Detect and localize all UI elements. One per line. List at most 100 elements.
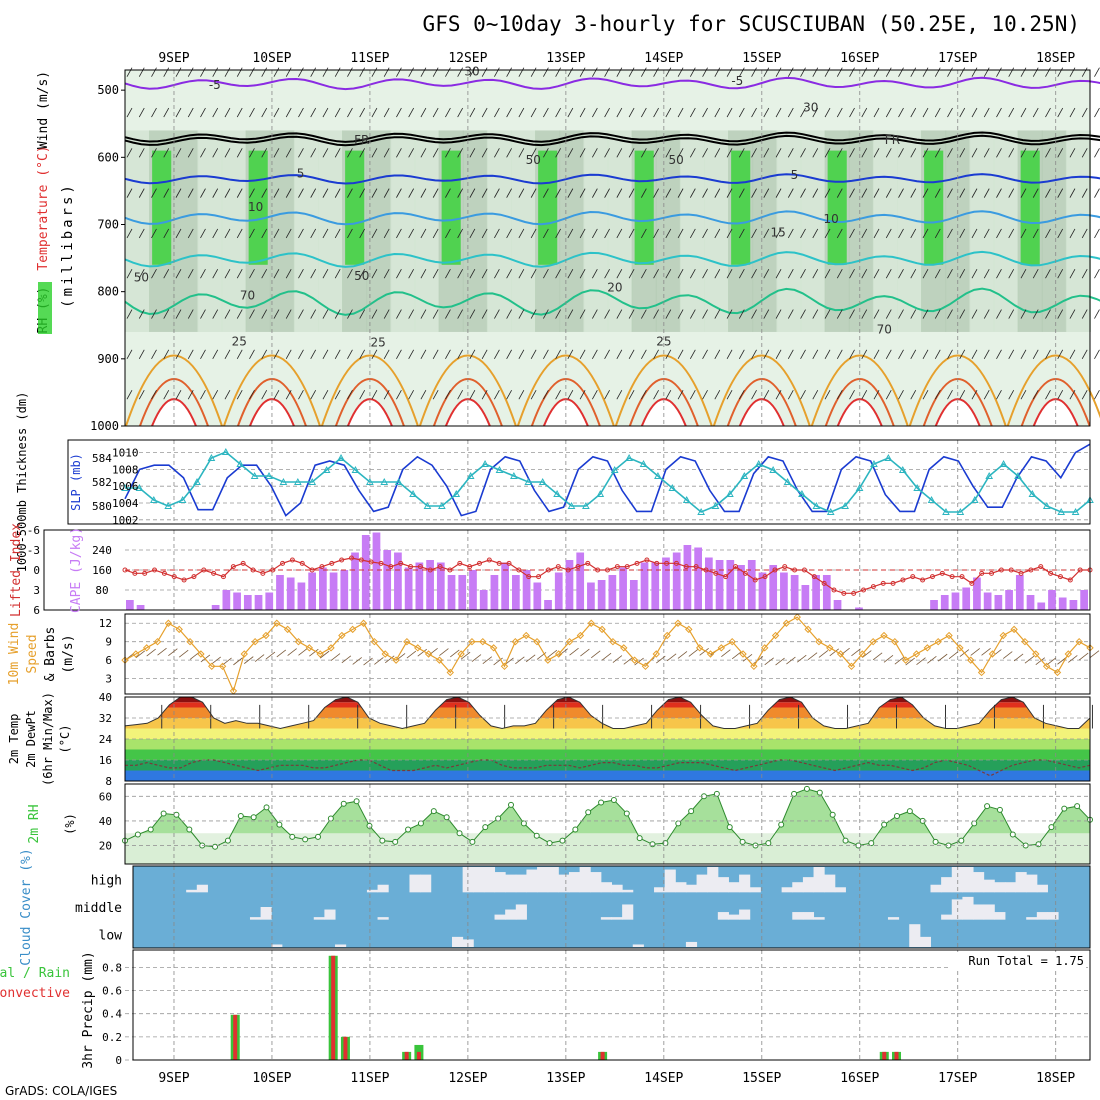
wind-barb <box>1094 148 1100 158</box>
cape-bar <box>276 575 284 610</box>
wind-speed-point <box>240 650 248 658</box>
thickness-point <box>726 489 734 497</box>
wind-speed-point <box>1053 668 1062 677</box>
thickness-point <box>466 471 475 479</box>
wind-barb <box>616 349 623 360</box>
wind-barb <box>371 309 378 319</box>
wind-barb <box>200 148 206 158</box>
wind-tick-label: 9 <box>105 636 112 649</box>
wind-barb <box>371 389 378 400</box>
wind-barb-10m <box>818 650 829 658</box>
cape-bar <box>994 595 1003 610</box>
temperature-contour-line <box>124 131 1100 143</box>
wind-speed-point <box>132 650 140 658</box>
wind-barb <box>481 269 488 279</box>
wind-barb <box>334 228 341 239</box>
lifted-index-point <box>358 557 364 563</box>
thickness-point <box>754 459 763 467</box>
wind-barb-10m <box>525 654 536 663</box>
cape-bar <box>983 592 992 610</box>
wind-barb <box>322 67 329 77</box>
wind-barb <box>665 188 672 198</box>
wind-barb <box>922 107 929 118</box>
wind-barb-10m <box>460 651 471 660</box>
rh-point <box>443 814 450 821</box>
wind-barb <box>751 148 757 158</box>
rh-point <box>495 815 502 822</box>
wind-barb-10m <box>1078 652 1089 661</box>
rh-moist-core <box>152 150 172 265</box>
lifted-index-point <box>821 580 827 586</box>
cape-bar <box>544 600 552 610</box>
wind-barb <box>481 107 488 118</box>
rh-point <box>327 815 334 822</box>
wind-barb <box>518 228 525 239</box>
warm-contour-arch <box>810 354 909 427</box>
wind-speed-point <box>620 644 628 652</box>
thickness-point <box>898 465 907 473</box>
wind-barb <box>971 349 978 360</box>
rh-point <box>315 833 321 840</box>
wind-speed-point <box>999 631 1007 640</box>
rh-shading-band <box>414 130 440 332</box>
cloud-cover-bar <box>728 914 740 920</box>
thickness-tick-label: 580 <box>92 500 112 513</box>
wind-barb <box>1094 107 1100 118</box>
wind-barb <box>738 389 745 400</box>
wind-barb <box>249 67 255 77</box>
wind-barb <box>616 107 623 118</box>
wind-speed-point <box>392 656 400 664</box>
bottom-day-label: 17SEP <box>938 1071 977 1086</box>
wind-barb <box>396 389 402 400</box>
wind-speed-point <box>262 631 270 640</box>
wind-barb <box>873 389 880 400</box>
cloud-cover-bar <box>1036 884 1048 893</box>
wind-barb <box>604 188 610 198</box>
cape-bar <box>780 572 788 610</box>
cloud-cover-bar <box>707 867 719 893</box>
wind-barb <box>677 188 684 198</box>
wind-barb <box>775 269 782 279</box>
wind-barb <box>555 107 561 118</box>
wind-barb <box>922 228 929 239</box>
wind-barb-10m <box>797 654 807 663</box>
wind-barb <box>677 349 684 360</box>
cloud-cover-bar <box>739 874 751 893</box>
wind-speed-point <box>186 637 194 646</box>
wind-speed-point <box>435 656 444 664</box>
cloud-cover-bar <box>685 884 698 893</box>
rh-shading-band <box>173 130 199 332</box>
cape-bar <box>372 532 381 610</box>
rh-shading-band <box>390 130 416 332</box>
thickness-point <box>1028 489 1037 497</box>
wind-barb <box>126 107 133 118</box>
cloud-cover-bar <box>973 872 985 893</box>
wind-barb <box>763 309 770 319</box>
wind-barb <box>898 148 904 158</box>
wind-barb <box>616 228 623 239</box>
wind-speed-point <box>923 644 932 652</box>
wind-barb <box>689 107 696 118</box>
rh-point <box>816 789 823 796</box>
cloud-cover-bar <box>1026 917 1038 920</box>
wind-barb <box>665 349 672 360</box>
wind-barb-10m <box>135 650 146 659</box>
temperature-color-band <box>125 697 1090 703</box>
wind-barb <box>885 148 892 158</box>
wind-barb <box>249 349 255 360</box>
wind-barb-10m <box>916 657 926 666</box>
wind-barb <box>1032 228 1039 239</box>
wind-barb-10m <box>168 648 178 656</box>
wind-barb <box>873 228 880 239</box>
thickness-point <box>193 477 201 485</box>
wind-barb <box>849 389 855 400</box>
wind-barb <box>1045 269 1051 279</box>
wind-barb <box>334 107 341 118</box>
wind-barb <box>1008 269 1015 279</box>
cloud-cover-bar <box>802 912 815 920</box>
wind-barb <box>628 107 635 118</box>
contour-label: 25 <box>232 334 247 348</box>
wind-barb <box>665 269 672 279</box>
cloud-cover-bar <box>526 869 538 893</box>
wind-barb <box>738 148 745 158</box>
